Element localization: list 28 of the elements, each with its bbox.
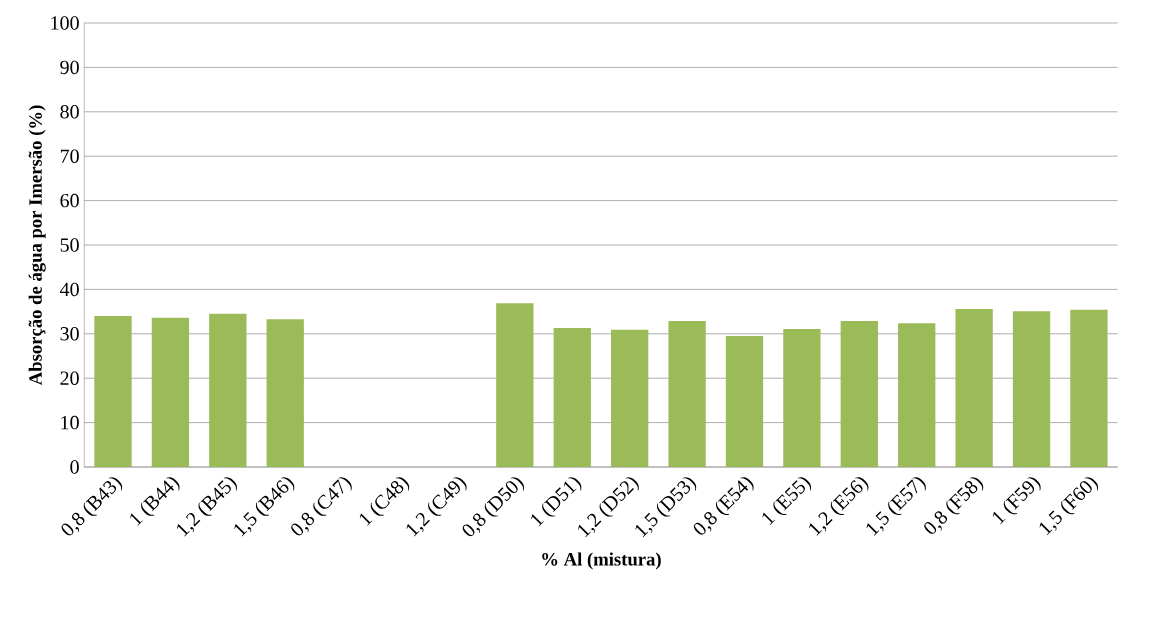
bar: [94, 316, 132, 467]
y-tick-label: 60: [60, 193, 79, 208]
y-tick-label: 80: [60, 105, 79, 119]
bar: [209, 313, 247, 467]
y-tick-label: 10: [61, 415, 79, 430]
bar: [668, 320, 706, 467]
y-tick-label: 70: [60, 149, 79, 163]
bar: [611, 329, 649, 467]
bar: [496, 303, 534, 467]
bar: [151, 317, 190, 467]
bar: [725, 336, 764, 467]
y-tick-label: 90: [60, 60, 79, 75]
y-tick-label: 100: [51, 16, 79, 30]
bar: [898, 323, 936, 467]
y-tick-label: 20: [60, 371, 79, 385]
y-axis-title: Absorção de água por Imersão (%): [28, 105, 46, 386]
bar: [955, 308, 993, 467]
bar: [553, 328, 591, 467]
y-tick-label: 40: [59, 282, 79, 297]
bar: [840, 320, 878, 467]
bar: [1012, 311, 1051, 467]
y-tick-label: 0: [70, 460, 79, 474]
y-tick-label: 30: [60, 327, 79, 341]
bar: [266, 319, 304, 467]
bar: [1070, 309, 1108, 467]
x-axis-title: % Al (mistura): [542, 552, 661, 570]
bar: [783, 328, 821, 467]
y-tick-label: 50: [60, 238, 79, 252]
